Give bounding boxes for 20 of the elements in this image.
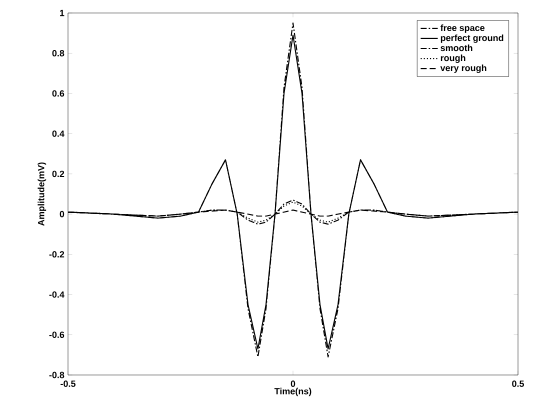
y-tick-label: 0.4	[52, 130, 64, 137]
y-axis-title: Amplitude(mV)	[38, 162, 46, 226]
y-tick-label: 0.8	[52, 50, 64, 56]
legend-label: smooth	[440, 44, 472, 52]
y-tick-label: -0.4	[49, 291, 64, 298]
legend-label: very rough	[440, 64, 486, 73]
y-tick-label: 0.2	[52, 170, 64, 178]
legend-label: perfect ground	[440, 34, 504, 43]
y-tick-label: 0	[60, 210, 64, 218]
y-tick-label: -0.6	[49, 332, 64, 338]
y-tick-label: 1	[60, 10, 64, 16]
legend-label: free space	[440, 24, 485, 33]
y-tick-label: -0.2	[49, 251, 64, 258]
y-tick-label: -0.8	[49, 372, 64, 378]
y-tick-label: 0.6	[52, 90, 64, 97]
x-tick-label: 0	[290, 380, 296, 387]
x-axis-title: Time(ns)	[274, 388, 312, 396]
x-tick-label: 0.5	[512, 380, 524, 387]
legend-label: rough	[440, 54, 466, 63]
x-tick-label: -0.5	[60, 380, 76, 387]
